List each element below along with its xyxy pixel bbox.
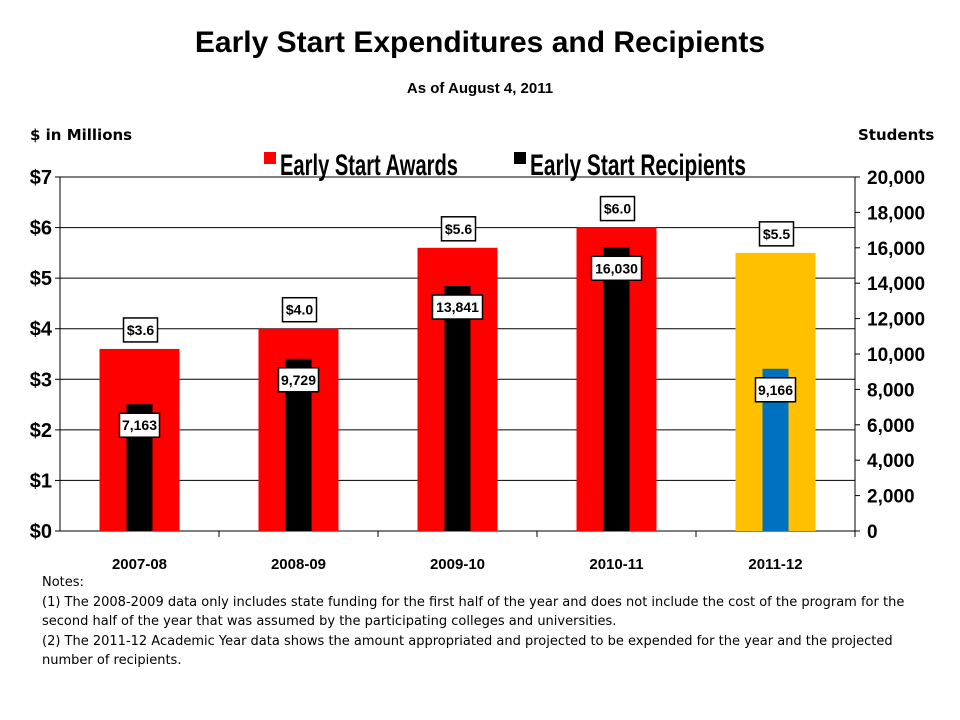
awards-data-label-box xyxy=(281,296,318,323)
recipients-data-label: 9,729 xyxy=(281,372,316,388)
notes-heading: Notes: xyxy=(42,575,84,590)
note-item-2: (2) The 2011-12 Academic Year data shows… xyxy=(42,633,893,669)
awards-data-label: $4.0 xyxy=(286,302,313,318)
awards-data-label: $5.6 xyxy=(445,221,472,237)
recipients-data-label-box xyxy=(754,377,797,403)
recipients-bar xyxy=(444,286,471,531)
recipients-data-label: 9,166 xyxy=(758,382,793,398)
legend-swatch xyxy=(264,152,276,164)
legend-label: Early Start Awards xyxy=(280,149,458,182)
y-left-tick-label: $0 xyxy=(30,521,52,543)
y-left-tick-label: $6 xyxy=(30,218,52,240)
y-right-tick-label: 8,000 xyxy=(867,380,915,401)
legend-label: Early Start Recipients xyxy=(530,149,746,182)
recipients-data-label-box xyxy=(277,367,320,393)
awards-data-label: $6.0 xyxy=(604,201,631,217)
notes-section: Notes: (1) The 2008-2009 data only inclu… xyxy=(42,573,942,671)
awards-data-label-box xyxy=(599,195,636,222)
chart-subtitle: As of August 4, 2011 xyxy=(406,80,554,97)
awards-data-label-box xyxy=(758,221,795,247)
x-tick-label: 2007-08 xyxy=(112,556,167,573)
y-right-tick-label: 4,000 xyxy=(867,451,915,472)
y-left-tick-label: $4 xyxy=(30,319,53,341)
y-right-tick-label: 20,000 xyxy=(867,168,925,189)
y-right-tick-label: 10,000 xyxy=(867,345,925,366)
legend-swatch xyxy=(514,152,526,164)
recipients-data-label: 13,841 xyxy=(436,299,479,315)
y-left-tick-label: $5 xyxy=(30,268,52,290)
y-left-tick-label: $7 xyxy=(30,167,52,189)
y-right-caption: Students xyxy=(858,126,935,144)
x-tick-label: 2008-09 xyxy=(271,556,326,573)
recipients-data-label: 7,163 xyxy=(122,417,157,433)
awards-data-label: $5.5 xyxy=(763,226,790,242)
y-left-tick-label: $3 xyxy=(30,369,52,391)
recipients-data-label-box xyxy=(118,412,161,438)
y-right-tick-label: 18,000 xyxy=(867,203,925,224)
y-left-caption: $ in Millions xyxy=(30,126,133,144)
y-right-tick-label: 2,000 xyxy=(867,487,915,508)
recipients-data-label: 16,030 xyxy=(595,260,638,276)
recipients-bar xyxy=(603,247,630,532)
note-item-1: (1) The 2008-2009 data only includes sta… xyxy=(42,594,905,630)
recipients-data-label-box xyxy=(431,294,484,320)
y-right-tick-label: 14,000 xyxy=(867,274,925,295)
y-right-tick-label: 16,000 xyxy=(867,239,925,260)
y-left-tick-label: $1 xyxy=(30,470,52,492)
awards-data-label-box xyxy=(122,317,159,343)
awards-data-label: $3.6 xyxy=(127,322,154,338)
x-tick-label: 2009-10 xyxy=(430,556,485,573)
chart-title: Early Start Expenditures and Recipients xyxy=(194,26,766,59)
recipients-data-label-box xyxy=(590,255,643,282)
x-tick-label: 2011-12 xyxy=(748,556,802,573)
y-left-tick-label: $2 xyxy=(30,420,52,442)
awards-data-label-box xyxy=(440,216,477,242)
x-tick-label: 2010-11 xyxy=(589,556,643,573)
y-right-tick-label: 0 xyxy=(867,522,878,543)
y-right-tick-label: 12,000 xyxy=(867,310,925,331)
y-right-tick-label: 6,000 xyxy=(867,416,915,437)
